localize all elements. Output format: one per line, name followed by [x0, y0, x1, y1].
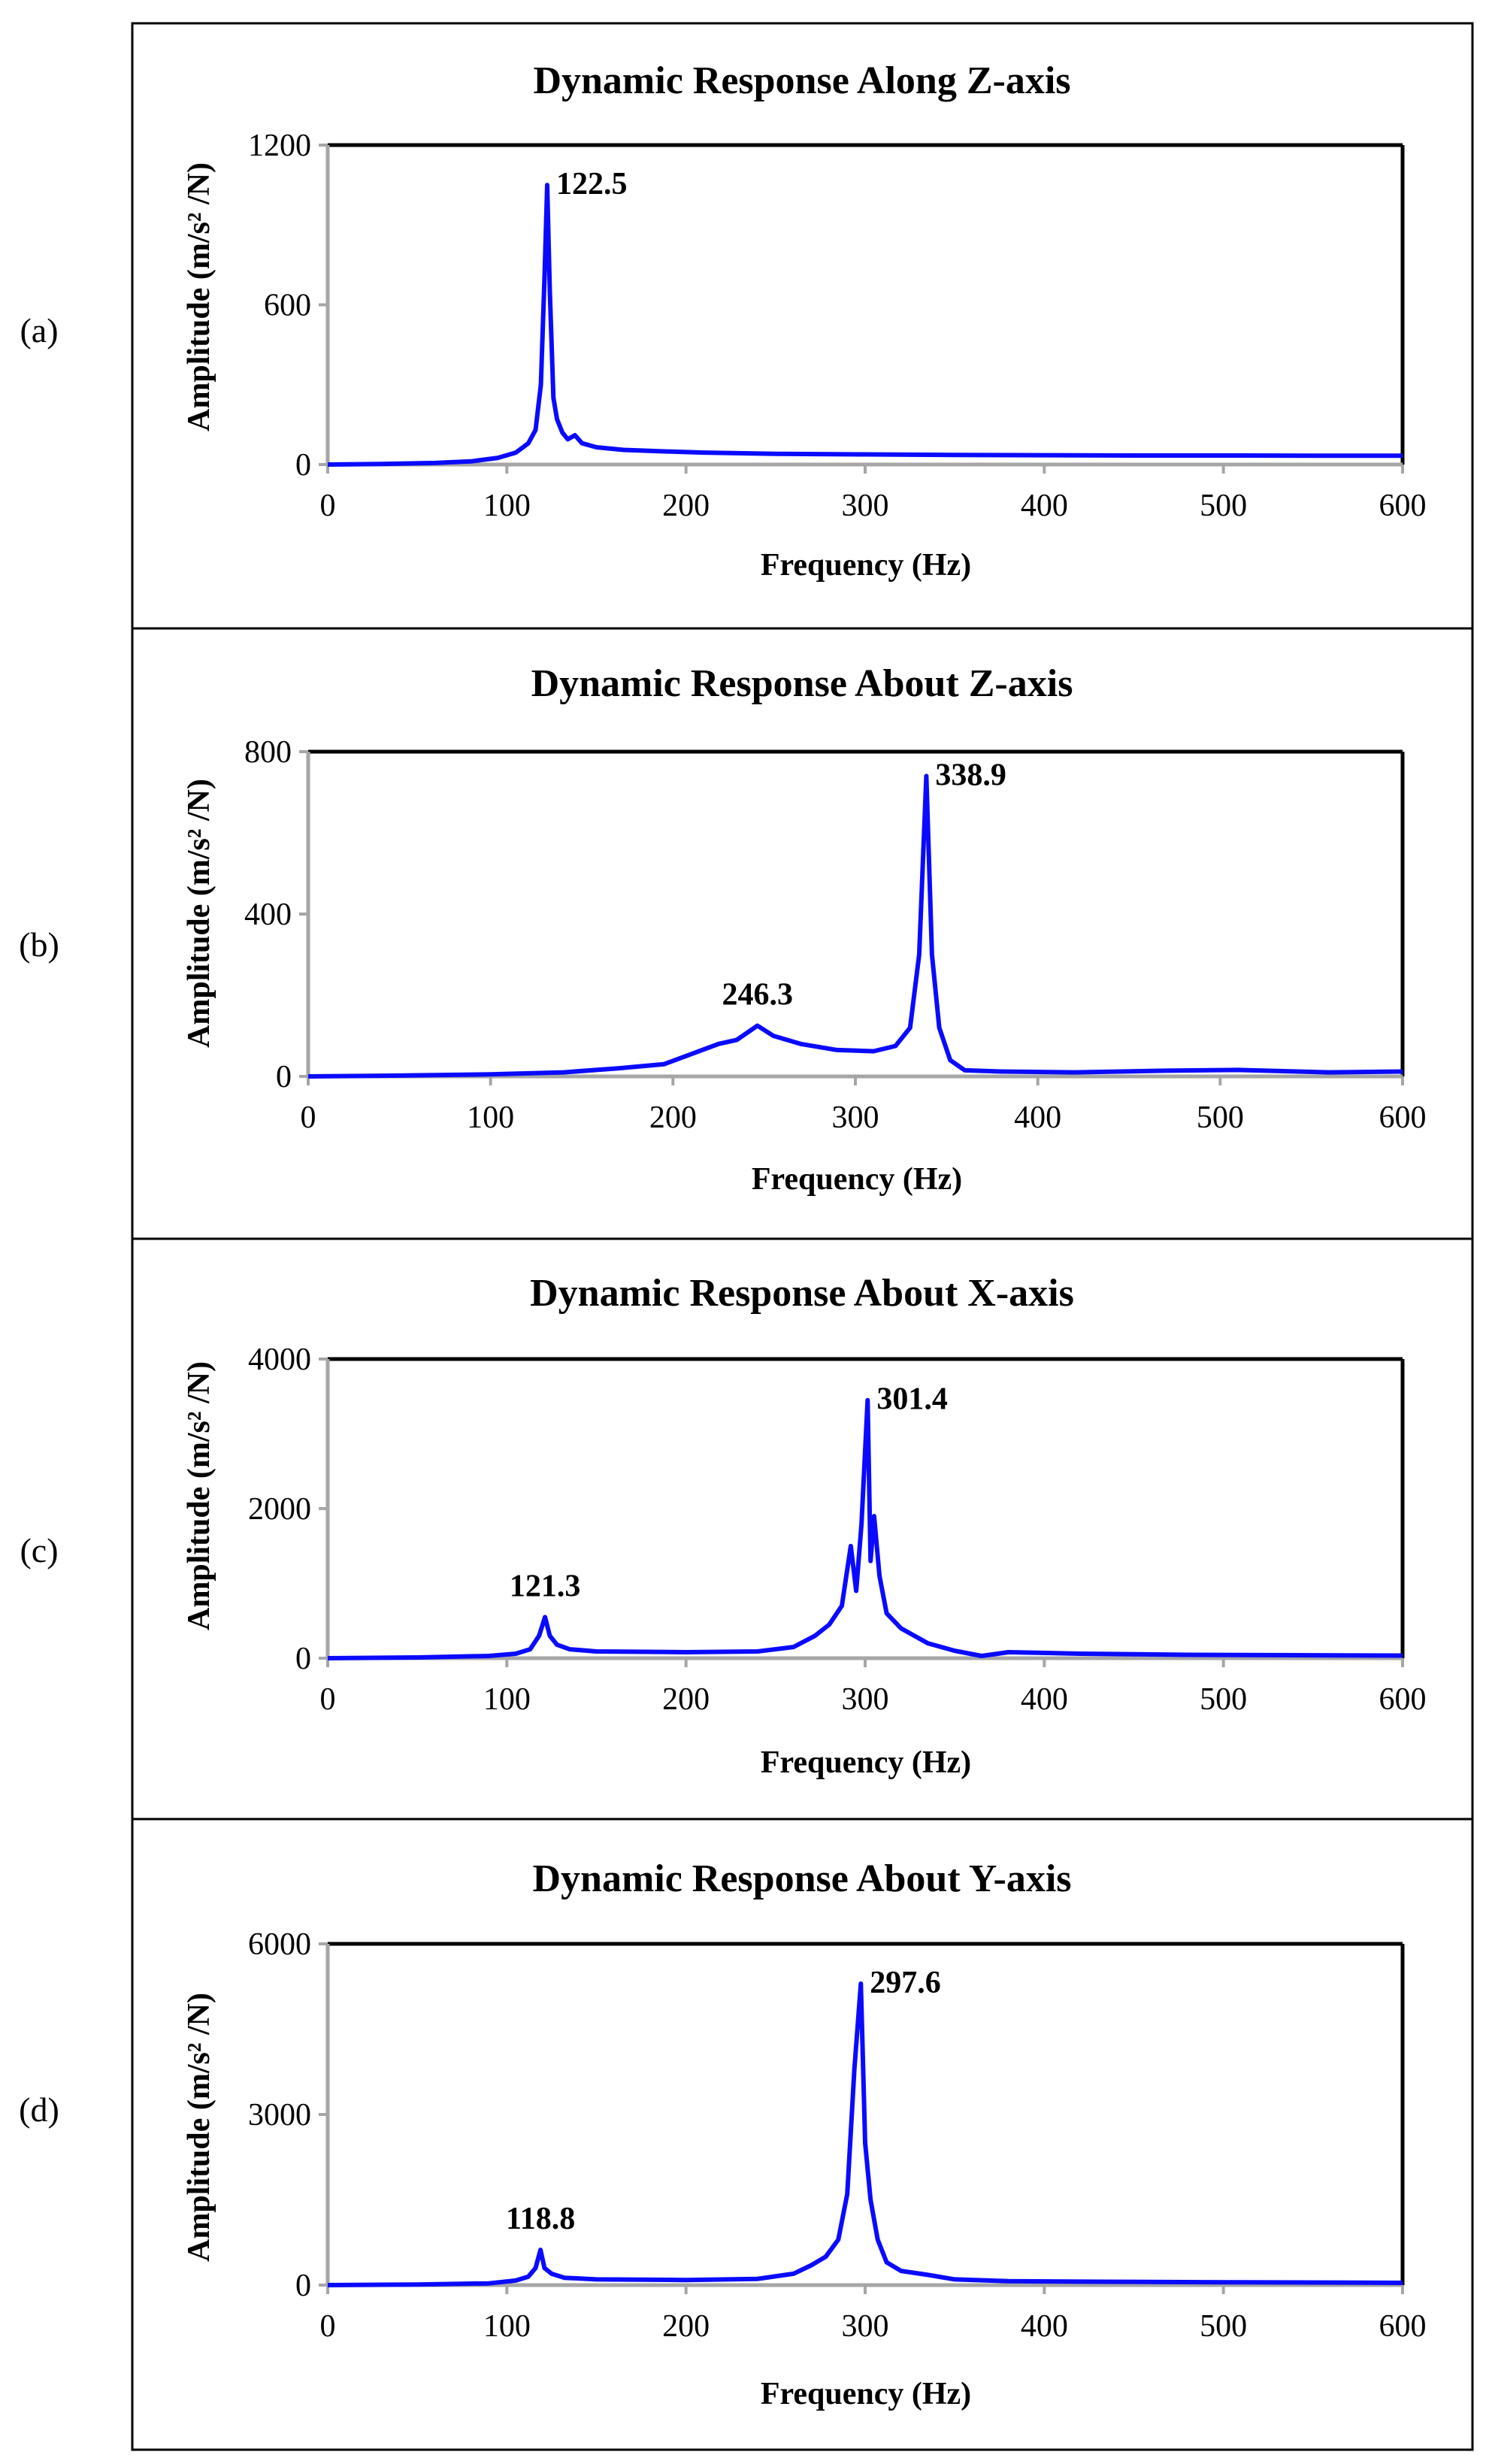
x-tick-label: 300 [842, 489, 889, 523]
x-tick-label: 0 [301, 1100, 316, 1135]
plot-about-y-axis: 0 3000 6000 0 100 200 300 400 500 600 118.8 297.6 [248, 1927, 1427, 2344]
peak-label: 121.3 [510, 1569, 581, 1603]
chart-title: Dynamic Response About Z-axis [531, 662, 1073, 705]
y-axis-label: Amplitude (m/s² /N) [182, 162, 216, 431]
peak-label: 118.8 [506, 2202, 575, 2236]
chart-title: Dynamic Response About Y-axis [532, 1857, 1071, 1900]
x-tick-label: 200 [662, 489, 710, 523]
y-axis-label: Amplitude (m/s² /N) [182, 1361, 216, 1630]
y-tick-label: 600 [264, 289, 311, 323]
x-tick-label: 400 [1014, 1100, 1061, 1135]
panel-label: (c) [20, 1531, 58, 1570]
figure-frame [131, 22, 1474, 2451]
series-line [327, 1981, 1403, 2287]
y-tick-label: 2000 [248, 1492, 311, 1527]
peak-label: 122.5 [556, 167, 628, 201]
chart-title: Dynamic Response Along Z-axis [533, 59, 1070, 102]
y-tick-label: 0 [276, 1060, 292, 1094]
x-tick-label: 200 [662, 1682, 710, 1717]
x-tick-label: 400 [1021, 489, 1068, 523]
x-tick-label: 400 [1021, 2309, 1068, 2344]
x-tick-label: 100 [483, 2309, 531, 2344]
x-tick-label: 100 [483, 1682, 531, 1717]
panel-label: (b) [19, 925, 59, 964]
peak-label: 246.3 [722, 978, 793, 1013]
y-tick-label: 0 [295, 2269, 311, 2303]
x-tick-label: 300 [842, 1682, 889, 1717]
series-line [327, 1397, 1403, 1660]
x-tick-label: 600 [1379, 1100, 1427, 1135]
x-tick-label: 200 [662, 2309, 710, 2344]
x-tick-label: 300 [832, 1100, 879, 1135]
plot-along-z-axis: 0 600 1200 0 100 200 300 400 500 600 122.5 [248, 129, 1427, 523]
series-line [307, 773, 1403, 1079]
x-tick-label: 400 [1021, 1682, 1068, 1717]
x-axis-label: Frequency (Hz) [752, 1162, 962, 1197]
x-tick-label: 500 [1200, 489, 1247, 523]
panel-label: (d) [19, 2090, 59, 2129]
plot-about-z-axis: 0 400 800 0 100 200 300 400 500 600 246.3 338.9 [244, 735, 1427, 1135]
y-tick-label: 4000 [248, 1342, 311, 1377]
peak-label: 297.6 [870, 1966, 941, 2000]
x-tick-label: 200 [649, 1100, 697, 1135]
x-tick-label: 600 [1379, 1682, 1427, 1717]
x-tick-label: 100 [467, 1100, 514, 1135]
y-tick-label: 1200 [248, 129, 311, 163]
panel-label: (a) [20, 311, 58, 350]
y-axis-label: Amplitude (m/s² /N) [182, 779, 216, 1048]
x-tick-label: 600 [1379, 489, 1427, 523]
y-tick-label: 400 [244, 898, 292, 932]
y-tick-label: 0 [295, 1642, 311, 1676]
chart-title: Dynamic Response About X-axis [530, 1272, 1074, 1315]
x-tick-label: 500 [1200, 1682, 1247, 1717]
y-tick-label: 3000 [248, 2098, 311, 2133]
x-tick-label: 0 [320, 1682, 336, 1717]
plot-about-x-axis: 0 2000 4000 0 100 200 300 400 500 600 121.3 301.4 [248, 1342, 1427, 1717]
x-tick-label: 500 [1197, 1100, 1244, 1135]
x-tick-label: 600 [1379, 2309, 1427, 2344]
y-tick-label: 0 [295, 448, 311, 483]
y-tick-label: 6000 [248, 1927, 311, 1962]
x-axis-label: Frequency (Hz) [761, 1745, 971, 1780]
x-axis-label: Frequency (Hz) [761, 2377, 971, 2411]
x-tick-label: 500 [1200, 2309, 1247, 2344]
peak-label: 338.9 [935, 758, 1006, 792]
x-tick-label: 0 [320, 2309, 336, 2344]
y-tick-label: 800 [244, 735, 292, 770]
x-tick-label: 0 [320, 489, 336, 523]
y-axis-label: Amplitude (m/s² /N) [182, 1993, 216, 2262]
x-tick-label: 300 [842, 2309, 889, 2344]
x-axis-label: Frequency (Hz) [761, 548, 971, 583]
x-tick-label: 100 [483, 489, 531, 523]
peak-label: 301.4 [876, 1382, 948, 1417]
series-line [327, 183, 1403, 467]
